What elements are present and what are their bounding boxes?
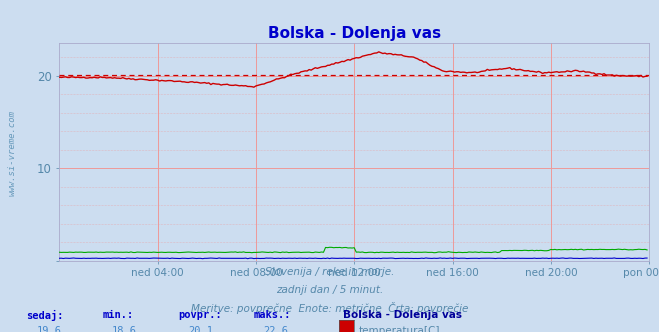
Text: 18,6: 18,6	[112, 326, 137, 332]
Text: Slovenija / reke in morje.: Slovenija / reke in morje.	[265, 267, 394, 277]
Text: sedaj:: sedaj:	[26, 310, 64, 321]
Text: maks.:: maks.:	[254, 310, 291, 320]
Text: min.:: min.:	[102, 310, 133, 320]
Text: temperatura[C]: temperatura[C]	[359, 326, 441, 332]
Text: 22,6: 22,6	[264, 326, 289, 332]
Text: 19,6: 19,6	[36, 326, 61, 332]
Title: Bolska - Dolenja vas: Bolska - Dolenja vas	[268, 26, 441, 41]
Text: zadnji dan / 5 minut.: zadnji dan / 5 minut.	[276, 285, 383, 294]
Text: 20,1: 20,1	[188, 326, 213, 332]
Text: Meritve: povprečne  Enote: metrične  Črta: povprečje: Meritve: povprečne Enote: metrične Črta:…	[191, 302, 468, 314]
Text: Bolska - Dolenja vas: Bolska - Dolenja vas	[343, 310, 462, 320]
Text: www.si-vreme.com: www.si-vreme.com	[7, 110, 16, 196]
Text: povpr.:: povpr.:	[178, 310, 221, 320]
